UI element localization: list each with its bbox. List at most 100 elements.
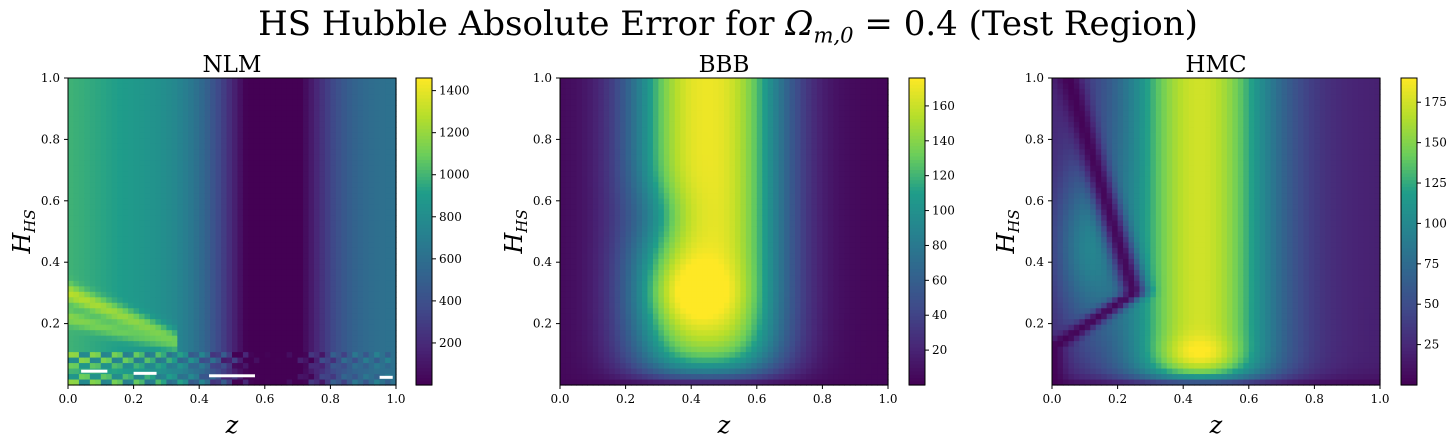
- heatmap-cell: [292, 297, 299, 304]
- heatmap-cell: [264, 269, 271, 276]
- heatmap-cell: [560, 368, 567, 375]
- heatmap-cell: [117, 357, 124, 364]
- heatmap-cell: [603, 324, 610, 331]
- heatmap-cell: [598, 121, 605, 128]
- heatmap-cell: [253, 187, 260, 194]
- heatmap-cell: [210, 165, 217, 172]
- heatmap-cell: [341, 286, 348, 293]
- heatmap-cell: [106, 308, 113, 315]
- heatmap-cell: [581, 280, 588, 287]
- heatmap-cell: [592, 149, 599, 156]
- heatmap-cell: [363, 319, 370, 326]
- heatmap-cell: [111, 121, 118, 128]
- heatmap-cell: [193, 171, 200, 178]
- heatmap-cell: [111, 357, 118, 364]
- heatmap-cell: [259, 116, 266, 123]
- heatmap-cell: [335, 105, 342, 112]
- heatmap-cell: [193, 83, 200, 90]
- heatmap-cell: [658, 302, 665, 309]
- heatmap-cell: [270, 308, 277, 315]
- heatmap-cell: [658, 220, 665, 227]
- heatmap-cell: [560, 308, 567, 315]
- heatmap-cell: [248, 242, 255, 249]
- heatmap-cell: [270, 143, 277, 150]
- heatmap-cell: [636, 209, 643, 216]
- heatmap-cell: [237, 160, 244, 167]
- heatmap-cell: [144, 154, 151, 161]
- heatmap-cell: [390, 363, 397, 370]
- heatmap-cell: [570, 154, 577, 161]
- heatmap-cell: [226, 341, 233, 348]
- heatmap-cell: [182, 132, 189, 139]
- heatmap-cell: [292, 127, 299, 134]
- heatmap-cell: [357, 88, 364, 96]
- heatmap-cell: [691, 368, 698, 375]
- heatmap-cell: [171, 302, 178, 309]
- heatmap-cell: [379, 247, 386, 255]
- heatmap-cell: [374, 231, 381, 238]
- heatmap-cell: [253, 143, 260, 150]
- heatmap-cell: [581, 319, 588, 326]
- heatmap-cell: [100, 280, 107, 287]
- heatmap-cell: [286, 335, 293, 342]
- heatmap-cell: [652, 226, 659, 233]
- heatmap-cell: [647, 308, 654, 315]
- heatmap-cell: [324, 242, 331, 249]
- heatmap-cell: [642, 143, 649, 150]
- heatmap-cell: [314, 379, 321, 386]
- heatmap-cell: [259, 291, 266, 298]
- heatmap-cell: [150, 94, 157, 101]
- heatmap-cell: [95, 215, 102, 222]
- heatmap-cell: [663, 138, 670, 145]
- heatmap-cell: [341, 209, 348, 216]
- heatmap-cell: [341, 341, 348, 348]
- heatmap-cell: [117, 220, 124, 227]
- heatmap-cell: [160, 88, 167, 96]
- heatmap-cell: [303, 143, 310, 150]
- heatmap-cell: [357, 357, 364, 364]
- heatmap-cell: [614, 324, 621, 331]
- heatmap-cell: [663, 258, 670, 265]
- heatmap-cell: [691, 357, 698, 364]
- heatmap-cell: [669, 324, 676, 331]
- heatmap-cell: [166, 176, 173, 183]
- heatmap-cell: [210, 247, 217, 255]
- heatmap-cell: [341, 88, 348, 96]
- heatmap-cell: [150, 313, 157, 320]
- heatmap-cell: [221, 231, 228, 238]
- heatmap-cell: [614, 357, 621, 364]
- heatmap-cell: [270, 286, 277, 293]
- heatmap-cell: [155, 182, 162, 189]
- heatmap-cell: [248, 160, 255, 167]
- heatmap-cell: [248, 346, 255, 353]
- heatmap-cell: [221, 171, 228, 178]
- heatmap-cell: [232, 132, 239, 139]
- heatmap-cell: [324, 363, 331, 370]
- heatmap-cell: [177, 379, 184, 386]
- heatmap-cell: [292, 357, 299, 364]
- heatmap-cell: [84, 99, 91, 107]
- heatmap-cell: [696, 374, 703, 381]
- heatmap-cell: [160, 258, 167, 265]
- heatmap-cell: [685, 231, 692, 238]
- heatmap-cell: [68, 302, 75, 309]
- heatmap-cell: [177, 319, 184, 326]
- heatmap-cell: [281, 297, 288, 304]
- heatmap-cell: [652, 154, 659, 161]
- heatmap-cell: [210, 368, 217, 375]
- heatmap-cell: [226, 154, 233, 161]
- heatmap-cell: [314, 242, 321, 249]
- heatmap-cell: [631, 88, 638, 96]
- heatmap-cell: [647, 324, 654, 331]
- heatmap-cell: [598, 297, 605, 304]
- heatmap-cell: [111, 297, 118, 304]
- heatmap-cell: [226, 165, 233, 172]
- heatmap-cell: [171, 247, 178, 255]
- heatmap-cell: [286, 280, 293, 287]
- heatmap-cell: [314, 204, 321, 211]
- heatmap-cell: [204, 308, 211, 315]
- heatmap-cell: [78, 149, 85, 156]
- heatmap-cell: [696, 236, 703, 244]
- heatmap-cell: [324, 236, 331, 244]
- heatmap-cell: [259, 171, 266, 178]
